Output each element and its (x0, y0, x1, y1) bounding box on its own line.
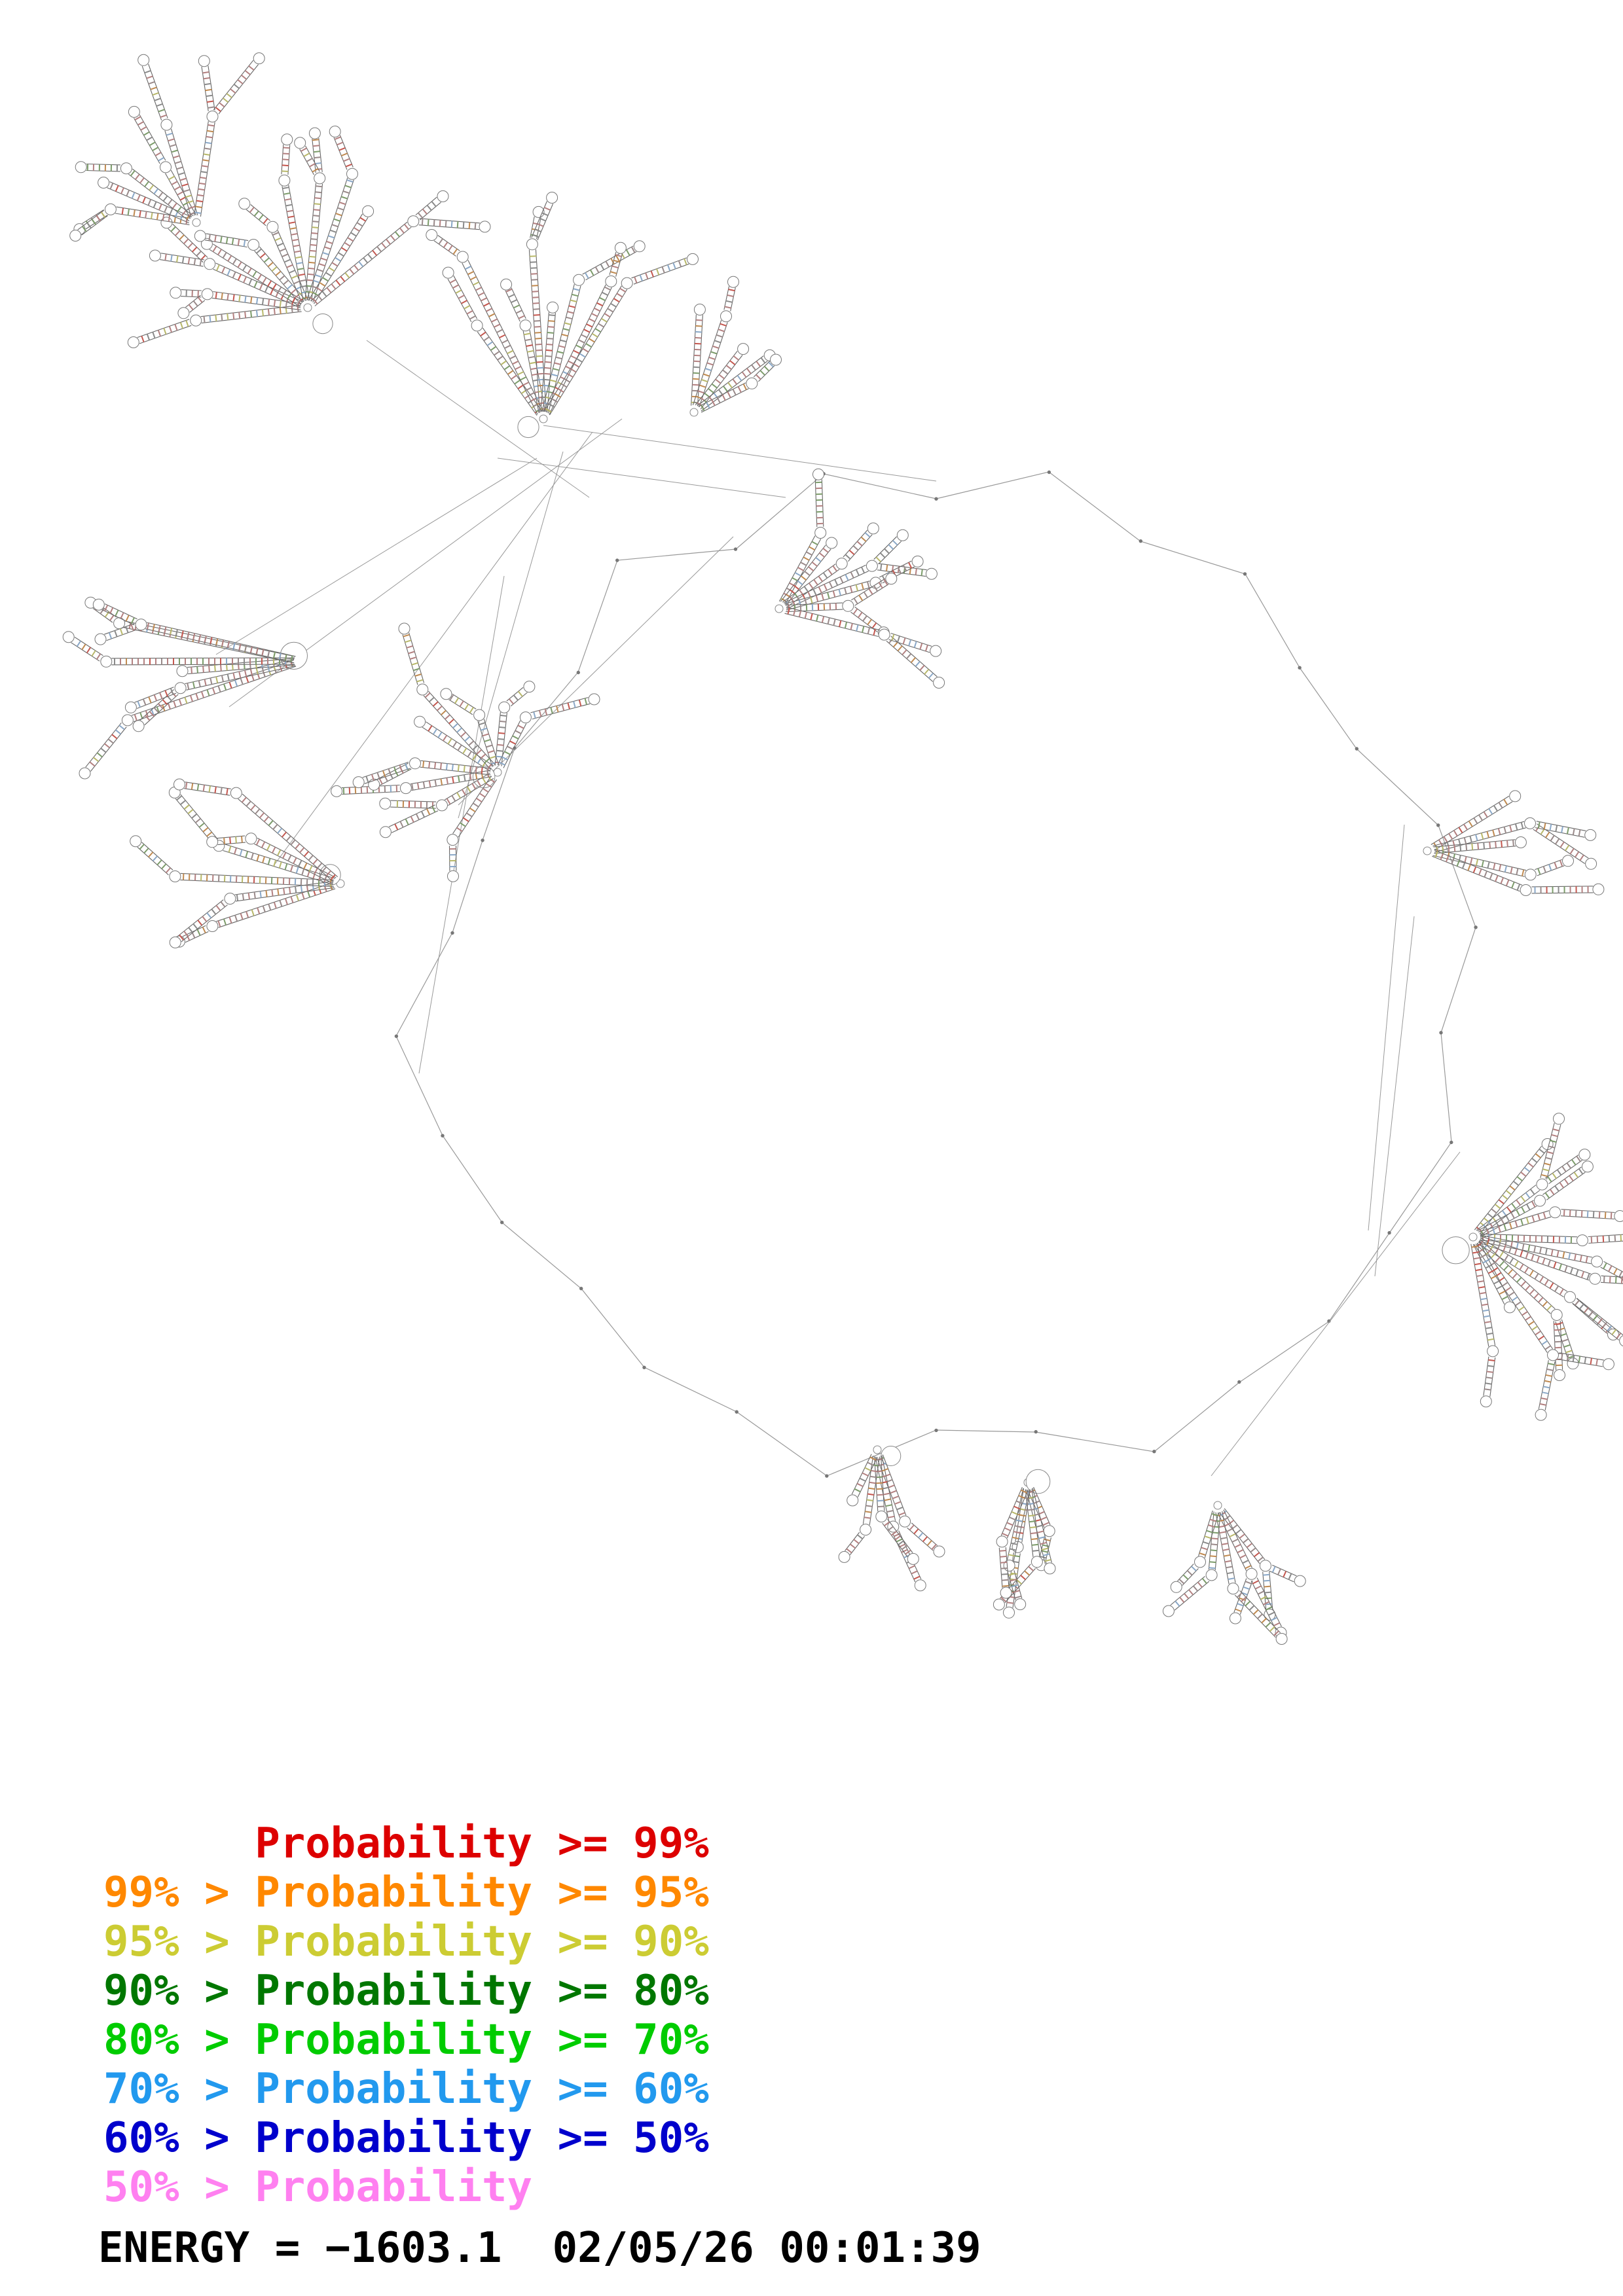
legend-entry: 80% > Probability >= 70% (103, 2016, 709, 2064)
legend-entry: 50% > Probability (103, 2163, 533, 2212)
legend-entry: 60% > Probability >= 50% (103, 2114, 709, 2162)
legend-entry: 90% > Probability >= 80% (103, 1967, 709, 2015)
legend-entry: 95% > Probability >= 90% (103, 1918, 709, 1966)
energy-readout: ENERGY = −1603.1 02/05/26 00:01:39 (98, 2224, 981, 2272)
probability-legend: Probability >= 99% 99% > Probability >= … (103, 1820, 709, 2212)
legend-entry: 99% > Probability >= 95% (103, 1869, 709, 1917)
legend-entry: 70% > Probability >= 60% (103, 2065, 709, 2113)
legend-entry: Probability >= 99% (103, 1820, 709, 1868)
